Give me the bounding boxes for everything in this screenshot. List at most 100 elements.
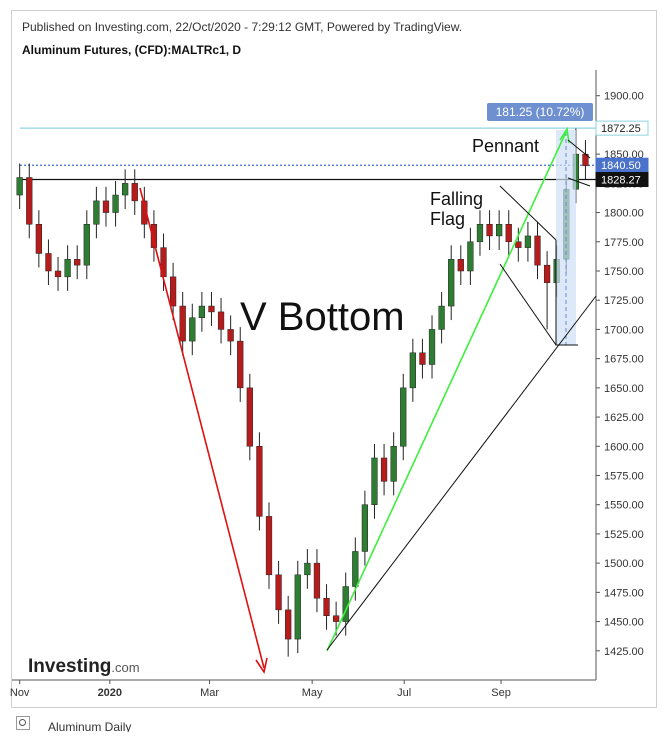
y-tick-label: 1525.00	[604, 529, 644, 541]
frame	[11, 10, 657, 708]
y-tick-label: 1600.00	[604, 441, 644, 453]
candle-body	[227, 329, 234, 342]
arrow-head	[559, 126, 570, 144]
x-tick-label: 2020	[98, 687, 122, 699]
y-tick-label: 1625.00	[604, 412, 644, 424]
x-tick-label: Sep	[491, 687, 511, 699]
candle-body	[534, 235, 541, 266]
candle-body	[352, 551, 359, 587]
candle-body	[361, 504, 369, 552]
zoom-icon[interactable]	[16, 716, 30, 730]
candle-body	[208, 305, 215, 313]
candle-body	[16, 177, 23, 196]
price-label: 1840.50	[601, 160, 641, 172]
y-tick-label: 1900.00	[604, 91, 644, 103]
y-tick-label: 1450.00	[604, 617, 644, 629]
candle-body	[380, 457, 388, 482]
y-tick-label: 1725.00	[604, 295, 644, 307]
flag-label: Flag	[430, 209, 465, 229]
chart-title: Aluminum Futures, (CFD):MALTRc1, D	[22, 43, 241, 57]
candle-body	[457, 259, 464, 272]
candle-body	[505, 224, 512, 243]
candle-body	[543, 264, 551, 283]
candle-body	[371, 457, 378, 505]
candle-body	[323, 597, 330, 616]
candle-body	[428, 329, 436, 365]
price-label: 1872.25	[601, 123, 641, 135]
header: Published on Investing.com, 22/Oct/2020 …	[22, 20, 462, 34]
candle-body	[467, 241, 474, 272]
candle-body	[400, 387, 407, 447]
y-tick-label: 1475.00	[604, 587, 644, 599]
y-tick-label: 1800.00	[604, 208, 644, 220]
candle-body	[237, 340, 244, 389]
y-tick-label: 1650.00	[604, 383, 644, 395]
candle-body	[476, 224, 484, 243]
candle-body	[419, 352, 426, 365]
candle-body	[141, 200, 148, 225]
support-line	[326, 295, 597, 651]
candle-body	[246, 387, 253, 447]
candle-body	[496, 224, 503, 237]
x-tick-label: Mar	[200, 687, 219, 699]
y-tick-label: 1700.00	[604, 324, 644, 336]
candle-body	[256, 446, 263, 517]
falling-flag	[499, 185, 578, 346]
candle-body	[102, 200, 110, 213]
flag-label: Falling	[430, 189, 483, 209]
price-label: 1828.27	[601, 175, 641, 187]
measure-text: 181.25 (10.72%)	[496, 105, 585, 119]
candle-body	[438, 305, 445, 330]
price-badge	[595, 120, 649, 136]
arrow-head	[255, 657, 268, 675]
x-tick-label: Jul	[397, 687, 411, 699]
candle-body	[150, 224, 158, 248]
candle-body	[313, 562, 321, 599]
footer: Aluminum Daily	[48, 720, 131, 732]
candle-body	[26, 177, 33, 225]
candle-body	[189, 317, 196, 342]
pennant-label: Pennant	[472, 136, 539, 156]
y-tick-label: 1575.00	[604, 470, 644, 482]
candle-body	[275, 574, 282, 611]
candle-body	[448, 259, 455, 307]
x-tick-label: May	[302, 687, 323, 699]
y-tick-label: 1425.00	[604, 646, 644, 658]
up-trend	[326, 131, 567, 652]
candle-body	[217, 311, 225, 330]
measure-badge	[487, 103, 593, 121]
candle-body	[64, 259, 71, 278]
price-badge	[595, 172, 649, 188]
candle-body	[179, 305, 186, 342]
candle-body	[54, 270, 62, 278]
candle-body	[122, 183, 129, 196]
y-tick-label: 1775.00	[604, 237, 644, 249]
candle-body	[304, 562, 311, 576]
down-trend	[139, 187, 265, 669]
candle-body	[265, 516, 273, 576]
candle-body	[45, 253, 52, 272]
candle-body	[285, 609, 292, 640]
candle-body	[131, 183, 138, 202]
y-tick-label: 1750.00	[604, 266, 644, 278]
y-tick-label: 1675.00	[604, 354, 644, 366]
pennant	[567, 139, 591, 187]
candle-body	[93, 200, 100, 225]
logo-suffix: .com	[111, 660, 139, 675]
candle-body	[169, 276, 177, 307]
v-bottom: V Bottom	[240, 295, 405, 339]
candle-body	[112, 194, 119, 213]
zoom-glyph	[19, 719, 26, 726]
candle-body	[198, 305, 205, 318]
candle-body	[524, 235, 532, 248]
candle-body	[83, 224, 90, 266]
candle-body	[332, 615, 340, 622]
candle-body	[486, 224, 493, 237]
candle-body	[409, 352, 416, 389]
candle-body	[294, 574, 301, 640]
logo-main: Investing	[28, 656, 111, 677]
candle-body	[35, 224, 42, 254]
candle-body	[390, 446, 397, 482]
